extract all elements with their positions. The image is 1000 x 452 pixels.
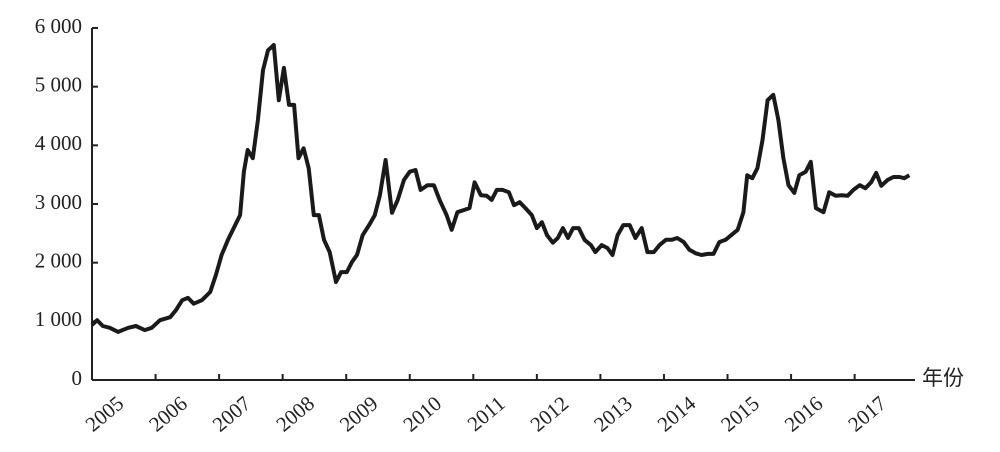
x-tick-label: 2017	[843, 391, 891, 436]
x-tick-label: 2006	[144, 391, 192, 436]
y-tick-label: 5 000	[35, 72, 82, 96]
y-tick-label: 6 000	[35, 14, 82, 38]
x-tick-label: 2012	[526, 391, 574, 436]
x-tick-label: 2011	[463, 391, 510, 436]
x-tick-label: 2010	[398, 391, 446, 436]
x-tick-label: 2015	[716, 391, 764, 436]
y-tick-label: 0	[72, 366, 83, 390]
x-tick-label: 2013	[589, 391, 637, 436]
x-tick-label: 2007	[208, 391, 256, 436]
x-tick-label: 2014	[653, 391, 701, 437]
data-line	[90, 43, 911, 334]
y-tick-label: 1 000	[35, 307, 82, 331]
y-tick-label: 2 000	[35, 248, 82, 272]
x-tick-label: 2016	[780, 391, 828, 436]
y-tick-label: 3 000	[35, 190, 82, 214]
x-tick-label: 2005	[81, 391, 129, 436]
x-axis-label: 年份	[922, 366, 964, 390]
x-tick-label: 2008	[271, 391, 319, 436]
x-tick-label: 2009	[335, 391, 383, 436]
y-tick-label: 4 000	[35, 131, 82, 155]
